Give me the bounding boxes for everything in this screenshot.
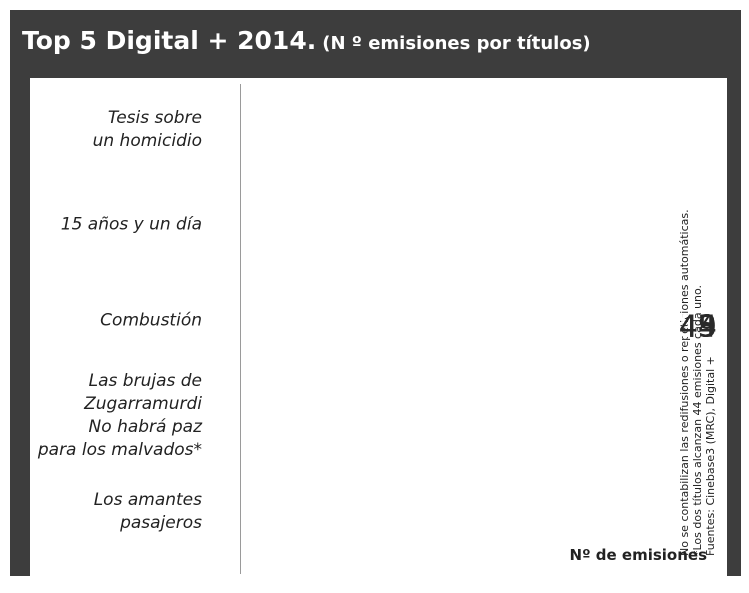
value-label: 43: [678, 309, 717, 345]
note: Fuentes: Cinebase3 (MRC), Digital +: [704, 356, 717, 556]
note: *Los dos títulos alcanzan 44 emisiones c…: [691, 284, 704, 556]
notes: No se contabilizan las redifusiones o re…: [678, 209, 717, 556]
category-label: Los amantes pasajeros: [93, 489, 202, 533]
note: No se contabilizan las redifusiones o re…: [678, 209, 691, 556]
value-label: 44: [678, 309, 717, 345]
chart-title: Top 5 Digital + 2014. (N º emisiones por …: [22, 26, 591, 55]
category-label: 15 años y un día: [60, 214, 202, 235]
value-label: 55: [678, 309, 717, 345]
title: Top 5 Digital + 2014.: [22, 26, 317, 55]
axis-line: [240, 84, 241, 574]
category-label: Combustión: [100, 310, 202, 330]
value-label: 49: [678, 309, 717, 345]
category-label: Tesis sobre un homicidio: [92, 107, 202, 151]
value-label: 45: [678, 309, 717, 345]
subtitle: (N º emisiones por títulos): [322, 33, 591, 54]
category-label: Las brujas de Zugarramurdi No habrá paz …: [37, 371, 202, 460]
plot-panel: Nº de emisiones No se contabilizan las r…: [30, 78, 727, 576]
x-axis-label: Nº de emisiones: [569, 546, 707, 564]
